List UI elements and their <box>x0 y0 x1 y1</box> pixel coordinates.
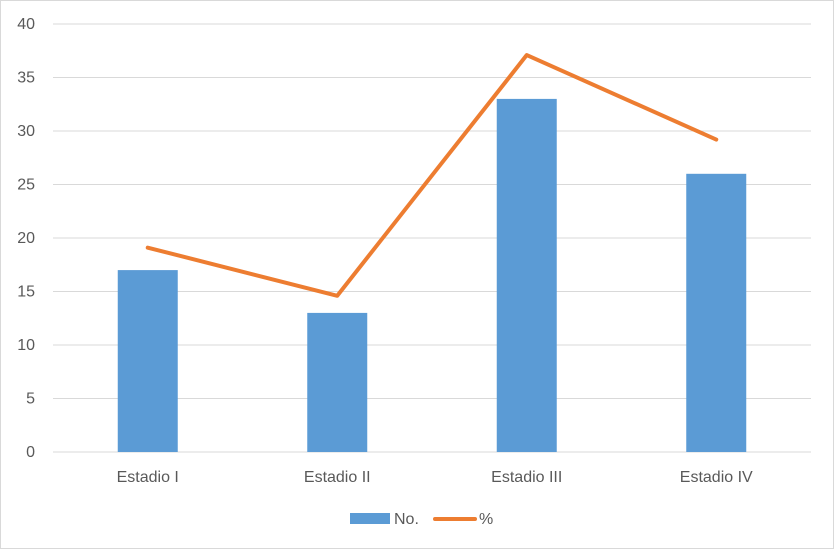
y-tick-label: 30 <box>17 123 35 140</box>
y-tick-label: 10 <box>17 337 35 354</box>
line-series <box>145 53 719 298</box>
x-tick-label: Estadio II <box>304 469 371 486</box>
x-axis-ticks: Estadio I Estadio II Estadio III Estadio IV <box>117 469 753 486</box>
y-tick-label: 40 <box>17 16 35 33</box>
y-tick-label: 5 <box>26 391 35 408</box>
y-axis-ticks: 0 5 10 15 20 25 30 35 40 <box>17 16 35 461</box>
bar <box>496 98 557 453</box>
x-tick-label: Estadio III <box>491 469 562 486</box>
bar <box>686 173 747 453</box>
y-tick-label: 35 <box>17 70 35 87</box>
bar <box>307 312 368 452</box>
legend-label: No. <box>394 511 419 528</box>
legend: No.% <box>350 511 493 528</box>
gridlines <box>53 23 811 453</box>
y-tick-label: 20 <box>17 230 35 247</box>
y-tick-label: 0 <box>26 444 35 461</box>
x-tick-label: Estadio IV <box>680 469 753 486</box>
y-tick-label: 25 <box>17 177 35 194</box>
series-line <box>145 53 719 298</box>
x-tick-label: Estadio I <box>117 469 179 486</box>
legend-swatch-bar <box>350 513 390 524</box>
bar <box>117 270 178 452</box>
legend-label: % <box>479 511 493 528</box>
bar-series <box>117 98 747 453</box>
y-tick-label: 15 <box>17 284 35 301</box>
